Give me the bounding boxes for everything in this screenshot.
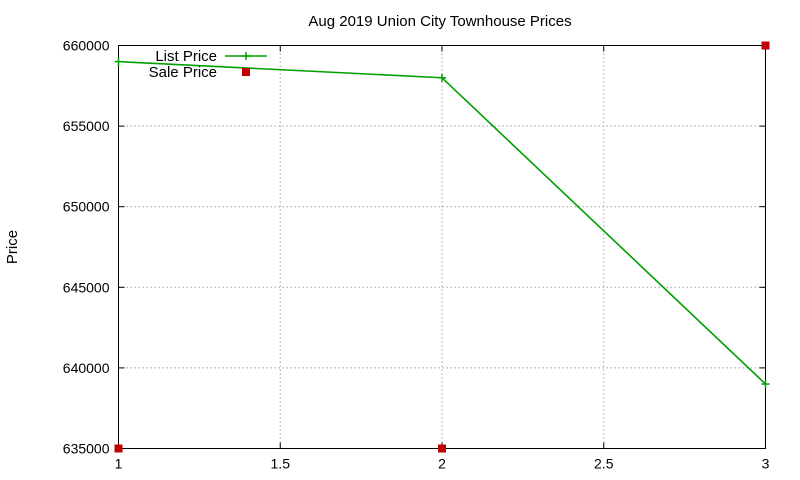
y-tick-label: 640000 [63, 360, 110, 376]
y-tick-label: 635000 [63, 441, 110, 457]
grid-lines [118, 45, 766, 449]
data-point-sale-price [114, 444, 123, 453]
x-tick-label: 1 [115, 456, 123, 472]
data-series [114, 41, 770, 453]
data-point-sale-price [438, 444, 446, 453]
legend-plus-marker [242, 52, 250, 60]
data-point-list-price [761, 380, 770, 389]
legend-label: List Price [155, 48, 217, 65]
y-axis-label: Price [4, 230, 21, 264]
y-tick-label: 650000 [63, 199, 110, 215]
y-tick-label: 645000 [63, 279, 110, 295]
x-tick-label: 1.5 [271, 456, 291, 472]
legend-label: Sale Price [149, 64, 217, 81]
x-tick-label: 3 [762, 456, 770, 472]
x-tick-label: 2.5 [594, 456, 614, 472]
chart-title: Aug 2019 Union City Townhouse Prices [308, 13, 571, 30]
legend-square-marker [242, 68, 250, 76]
data-point-sale-price [761, 41, 770, 50]
data-point-list-price [114, 57, 123, 66]
data-point-list-price [438, 73, 446, 82]
y-tick-label: 655000 [63, 118, 110, 134]
axis-ticks: 635000 640000 645000 650000 655000 660000 1 1.5… [63, 38, 770, 472]
y-tick-label: 660000 [63, 38, 110, 54]
x-tick-label: 2 [438, 456, 446, 472]
